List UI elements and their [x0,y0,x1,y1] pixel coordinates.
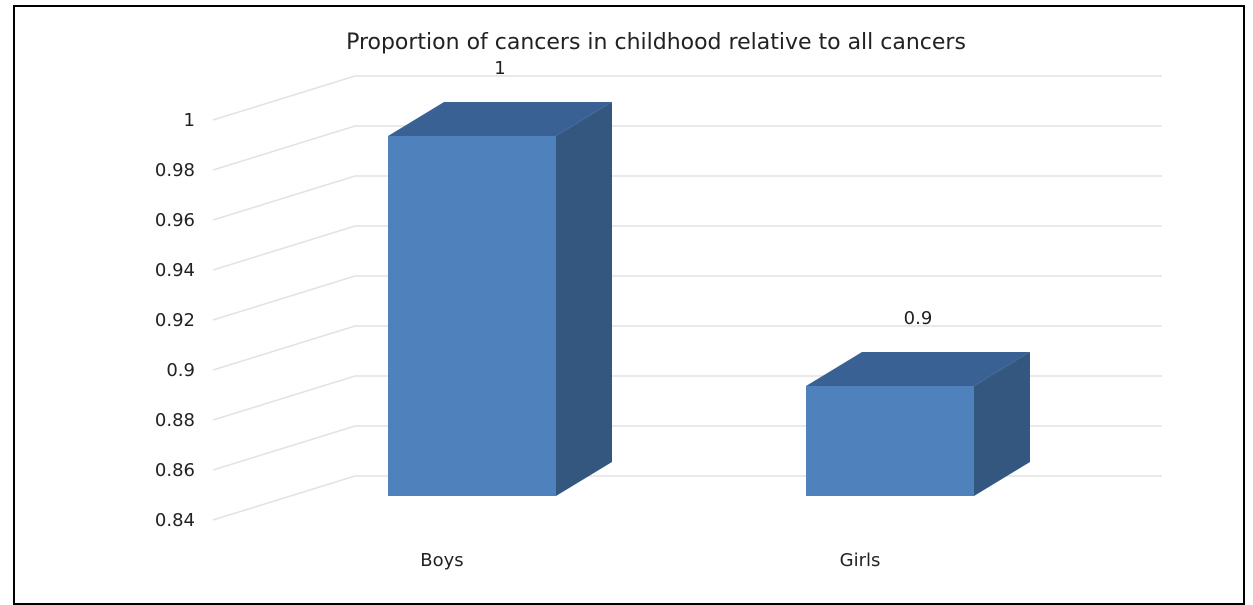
gridline [212,75,1162,121]
y-tick-label: 0.94 [155,260,195,281]
y-tick-label: 0.9 [166,360,195,381]
bar-front-face [806,386,974,496]
x-category-label: Boys [420,550,463,571]
bar-top-face [388,102,612,136]
bars [388,102,1030,496]
gridline [212,125,1162,171]
x-axis-categories: Boys Girls [420,550,880,571]
bar-boys [388,102,612,496]
chart-frame [13,5,1245,605]
y-tick-label: 0.86 [155,460,195,481]
bar-side-face [974,352,1030,496]
y-tick-label: 0.98 [155,160,195,181]
bar-top-face [806,352,1030,386]
y-tick-label: 0.92 [155,310,195,331]
data-label: 1 [494,58,505,79]
bar-girls [806,352,1030,496]
x-category-label: Girls [840,550,881,571]
gridline [212,275,1162,321]
bar-side-face [556,102,612,496]
data-labels: 10.9 [494,58,932,329]
y-tick-label: 0.96 [155,210,195,231]
gridline [212,475,1162,521]
data-label: 0.9 [904,308,933,329]
gridline [212,175,1162,221]
gridline [212,225,1162,271]
bar-front-face [388,136,556,496]
y-axis-ticks: 0.84 0.86 0.88 0.9 0.92 0.94 0.96 0.98 1 [155,110,195,531]
bar-chart: 0.84 0.86 0.88 0.9 0.92 0.94 0.96 0.98 1 Boys Gir… [155,30,1162,571]
gridline [212,325,1162,371]
chart-title: Proportion of cancers in childhood relat… [346,30,966,55]
y-tick-label: 1 [184,110,195,131]
y-tick-label: 0.88 [155,410,195,431]
y-tick-label: 0.84 [155,510,195,531]
